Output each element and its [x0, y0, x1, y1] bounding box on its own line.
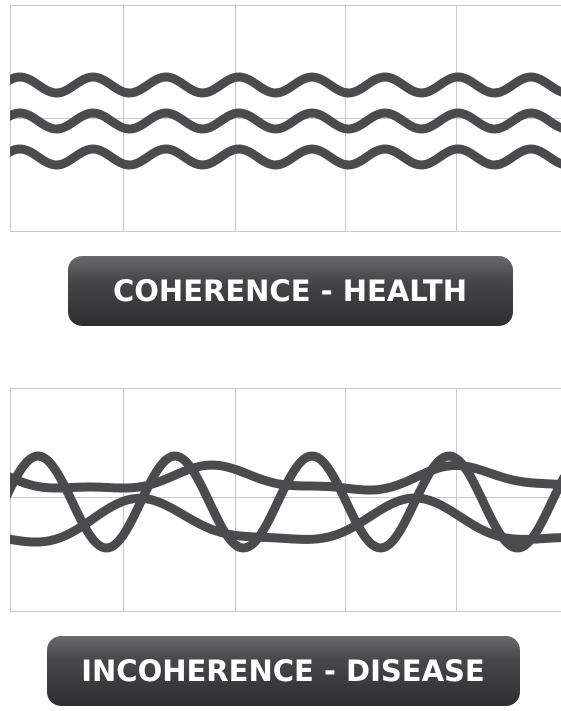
- label-button: INCOHERENCE - DISEASE: [47, 636, 520, 706]
- panel-top: [10, 5, 561, 232]
- waves: [10, 72, 561, 170]
- panel-label: COHERENCE - HEALTH: [113, 274, 467, 308]
- panel-frame: [10, 388, 561, 612]
- panel-label: INCOHERENCE - DISEASE: [81, 654, 485, 688]
- wave: [10, 460, 561, 495]
- button-body: [47, 636, 520, 706]
- wave: [10, 144, 561, 170]
- button-body: [68, 256, 513, 326]
- label-button: COHERENCE - HEALTH: [68, 256, 513, 326]
- wave: [10, 108, 561, 134]
- waves: [10, 451, 561, 553]
- wave: [10, 451, 561, 553]
- panel-bottom: [10, 388, 561, 612]
- wave: [10, 72, 561, 98]
- wave: [10, 493, 561, 547]
